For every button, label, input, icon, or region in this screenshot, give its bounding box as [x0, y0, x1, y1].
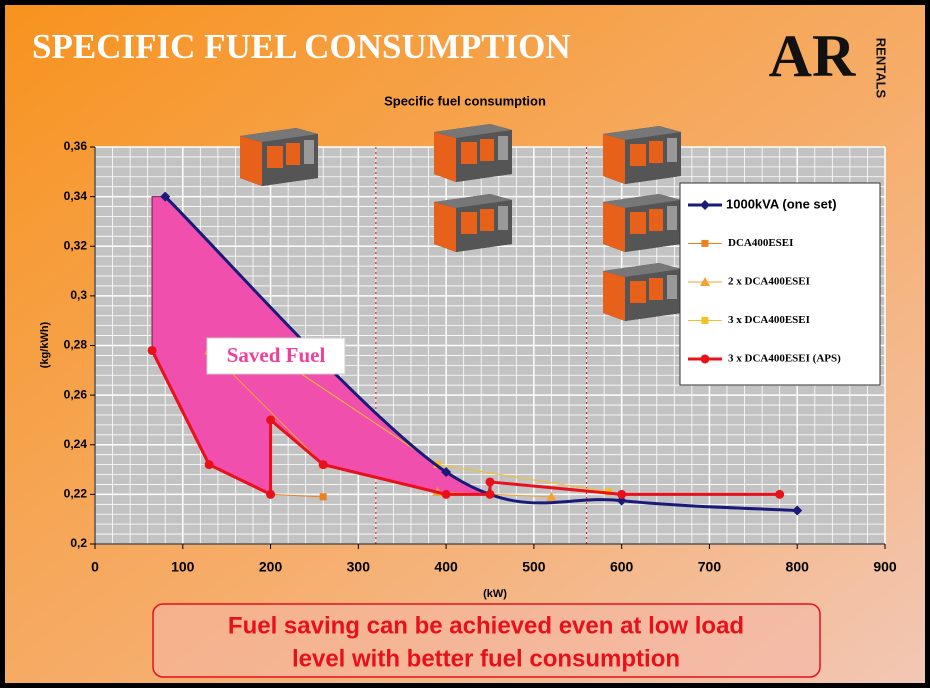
logo-text: RENTALS [874, 38, 889, 99]
callout-line: Fuel saving can be achieved even at low … [228, 612, 744, 639]
x-tick-label: 200 [259, 559, 283, 575]
generator-icon [603, 194, 681, 252]
y-tick-label: 0,24 [64, 437, 88, 451]
logo-mark: AR [769, 23, 856, 89]
marker [701, 355, 710, 364]
legend-label: DCA400ESEI [728, 237, 793, 249]
marker [701, 317, 708, 324]
legend-label: 2 x DCA400ESEI [728, 276, 810, 288]
legend-label: 3 x DCA400ESEI [728, 314, 810, 326]
y-tick-label: 0,28 [64, 338, 88, 352]
y-tick-label: 0,3 [70, 288, 87, 302]
generator-icon [434, 124, 512, 182]
chart-title: Specific fuel consumption [384, 93, 546, 108]
generator-icon [603, 263, 681, 321]
x-tick-label: 500 [522, 559, 546, 575]
marker [701, 240, 708, 247]
slide: SPECIFIC FUEL CONSUMPTION AR RENTALS Spe… [0, 0, 930, 688]
marker [319, 460, 328, 469]
marker [775, 490, 784, 499]
callout-line: level with better fuel consumption [292, 645, 680, 672]
marker [442, 490, 451, 499]
marker [486, 490, 495, 499]
x-tick-label: 800 [786, 559, 810, 575]
x-tick-label: 600 [610, 559, 634, 575]
generator-icon [240, 128, 318, 186]
x-tick-label: 400 [434, 559, 458, 575]
y-tick-label: 0,26 [64, 387, 88, 401]
x-tick-label: 300 [347, 559, 371, 575]
marker [617, 490, 626, 499]
x-tick-label: 900 [873, 559, 897, 575]
legend-label: 3 x DCA400ESEI (APS) [728, 353, 841, 365]
y-tick-label: 0,36 [64, 139, 88, 153]
annotation: Saved Fuel [227, 343, 326, 367]
x-tick-label: 700 [698, 559, 722, 575]
legend-label: 1000kVA (one set) [726, 196, 837, 211]
x-axis-label: (kW) [483, 588, 507, 600]
y-tick-label: 0,2 [70, 536, 87, 550]
y-tick-label: 0,32 [64, 238, 88, 252]
generator-icon [603, 126, 681, 184]
slide-title: SPECIFIC FUEL CONSUMPTION [32, 27, 571, 66]
x-tick-label: 0 [91, 559, 99, 575]
y-axis-label: (kg/kWh) [39, 321, 51, 368]
x-tick-label: 100 [171, 559, 195, 575]
marker [266, 490, 275, 499]
y-tick-label: 0,22 [64, 487, 88, 501]
generator-icon [434, 194, 512, 252]
marker [266, 415, 275, 424]
marker [148, 346, 157, 355]
marker [320, 493, 327, 500]
marker [486, 477, 495, 486]
marker [205, 460, 214, 469]
y-tick-label: 0,34 [64, 189, 88, 203]
